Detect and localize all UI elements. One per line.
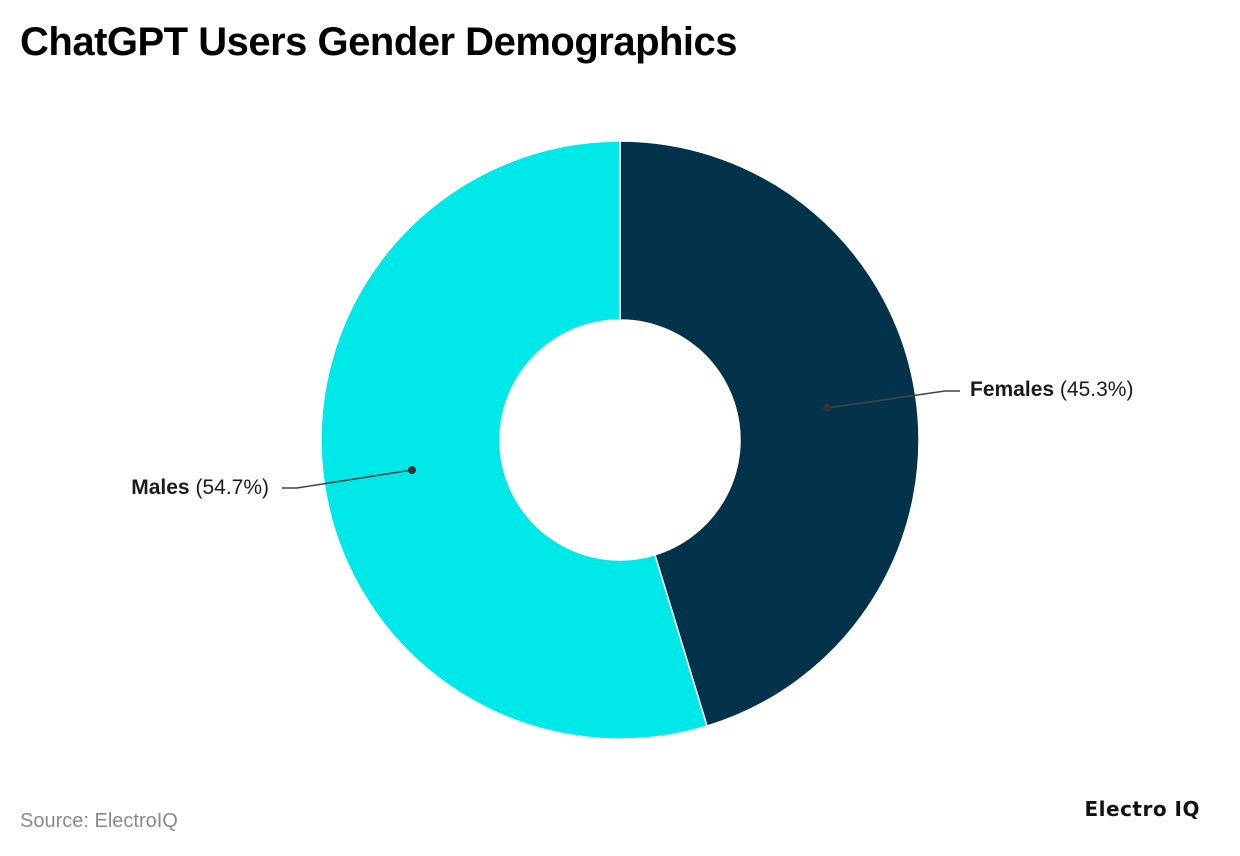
slice-males[interactable] xyxy=(320,140,708,740)
label-pct-males: (54.7%) xyxy=(195,476,269,499)
source-note: Source: ElectroIQ xyxy=(20,810,178,832)
leader-line-females xyxy=(823,390,960,412)
label-name-males: Males xyxy=(131,476,190,499)
chart-title: ChatGPT Users Gender Demographics xyxy=(20,20,738,64)
donut-slices xyxy=(320,140,920,740)
label-name-females: Females xyxy=(970,378,1055,401)
brand-logo: Electro IQ xyxy=(1084,797,1200,821)
data-label-males: Males (54.7%) xyxy=(131,476,269,500)
slice-females[interactable] xyxy=(619,140,920,727)
data-label-females: Females (45.3%) xyxy=(970,378,1133,402)
leader-line-males xyxy=(282,466,416,489)
label-pct-females: (45.3%) xyxy=(1059,378,1134,401)
